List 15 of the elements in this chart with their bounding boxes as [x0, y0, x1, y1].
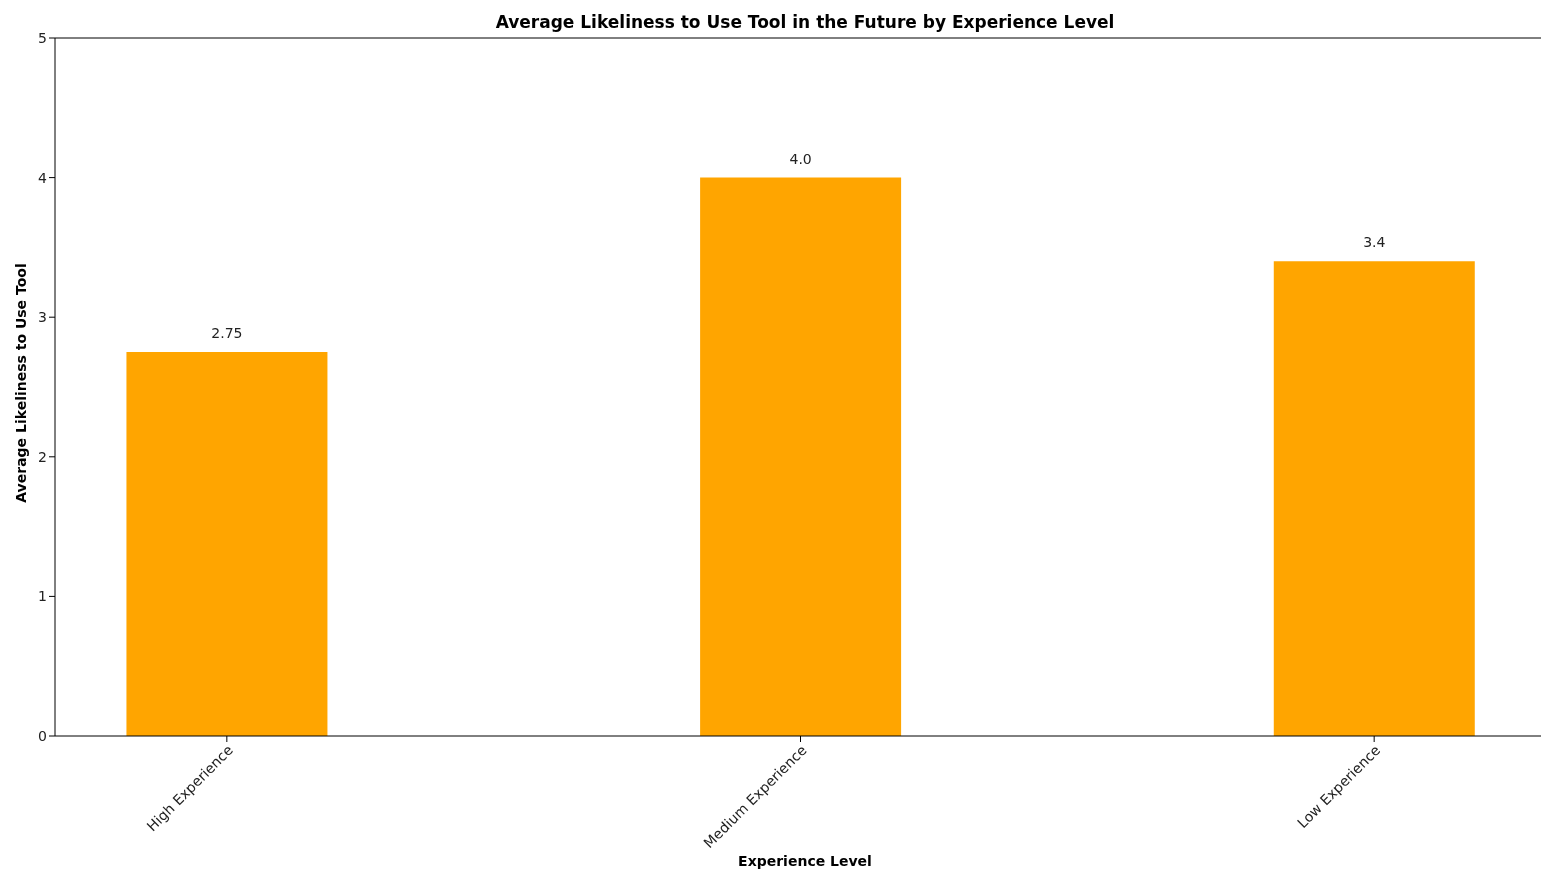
y-tick-label: 1 [38, 588, 47, 605]
y-tick-label: 3 [38, 309, 47, 326]
bar [1273, 261, 1475, 736]
bar [700, 177, 902, 736]
y-tick-label: 0 [38, 727, 47, 744]
bar [126, 352, 328, 736]
chart-title: Average Likeliness to Use Tool in the Future by Experience Level [495, 12, 1115, 32]
x-axis-title: Experience Level [738, 853, 872, 869]
data-label: 2.75 [211, 325, 243, 342]
data-label: 3.4 [1363, 234, 1386, 251]
y-tick-label: 2 [38, 448, 47, 465]
y-tick-label: 5 [38, 29, 47, 46]
y-tick-label: 4 [38, 169, 48, 186]
data-label: 4.0 [789, 150, 812, 167]
y-axis-title: Average Likeliness to Use Tool [13, 263, 29, 503]
